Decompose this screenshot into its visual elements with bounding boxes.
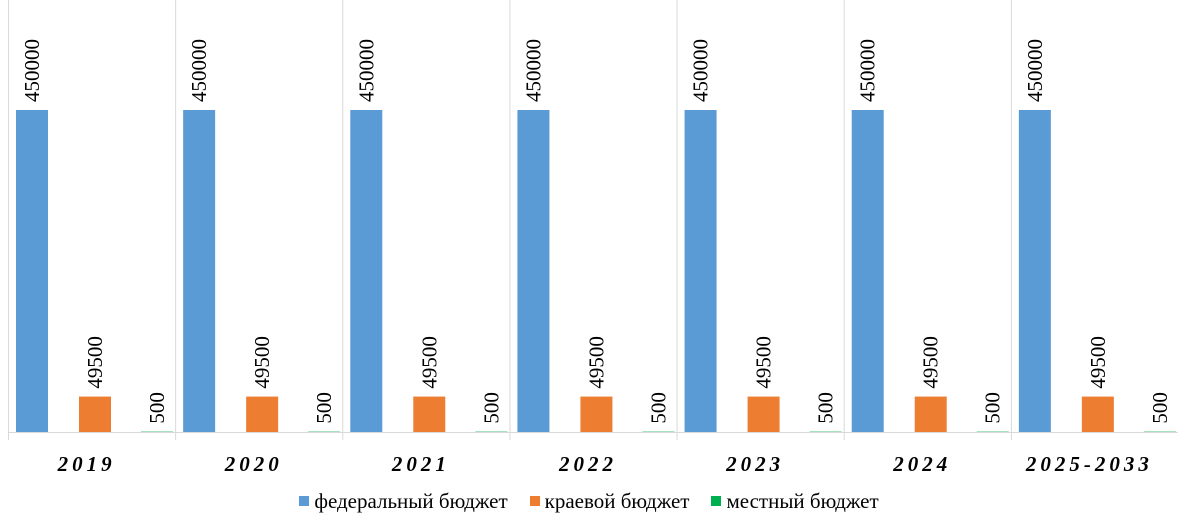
category-label: 2023 bbox=[725, 452, 784, 476]
category-label: 2025-2033 bbox=[1025, 452, 1153, 476]
data-label: 49500 bbox=[83, 336, 107, 389]
bar bbox=[16, 110, 48, 432]
data-label: 500 bbox=[1148, 392, 1172, 424]
data-label: 49500 bbox=[417, 336, 441, 389]
data-label: 49500 bbox=[250, 336, 274, 389]
bar bbox=[747, 396, 780, 432]
legend-item: краевой бюджет bbox=[529, 488, 690, 514]
bar bbox=[914, 396, 947, 432]
bar bbox=[350, 110, 383, 432]
bar bbox=[246, 396, 279, 432]
legend-label: федеральный бюджет bbox=[314, 488, 508, 513]
category-label: 2019 bbox=[57, 452, 116, 476]
bar bbox=[183, 110, 216, 432]
data-label: 500 bbox=[814, 392, 838, 424]
bar bbox=[79, 396, 111, 432]
category-label: 2020 bbox=[224, 452, 283, 476]
data-label: 500 bbox=[981, 392, 1005, 424]
data-label: 450000 bbox=[689, 39, 713, 102]
legend-swatch bbox=[529, 496, 540, 506]
legend-label: краевой бюджет bbox=[544, 488, 690, 513]
bar bbox=[1018, 110, 1051, 432]
data-label: 450000 bbox=[187, 39, 211, 102]
bar bbox=[851, 110, 884, 432]
category-label: 2024 bbox=[892, 452, 951, 476]
data-label: 500 bbox=[312, 392, 336, 424]
data-label: 450000 bbox=[20, 39, 44, 102]
bar-chart: 450000 49500 500 2019 450000 49500 500 2020 4500… bbox=[8, 0, 1178, 476]
bar bbox=[684, 110, 717, 432]
data-label: 49500 bbox=[1086, 336, 1110, 389]
data-label: 450000 bbox=[521, 39, 545, 102]
data-label: 450000 bbox=[1023, 39, 1047, 102]
data-label: 49500 bbox=[584, 336, 608, 389]
legend-item: местный бюджет bbox=[711, 488, 879, 514]
data-label: 500 bbox=[646, 392, 670, 424]
data-label: 500 bbox=[479, 392, 503, 424]
data-label: 450000 bbox=[856, 39, 880, 102]
legend: федеральный бюджет краевой бюджет местный … bbox=[0, 488, 1178, 514]
bar bbox=[1081, 396, 1114, 432]
legend-swatch bbox=[711, 496, 722, 506]
bar bbox=[413, 396, 446, 432]
legend-label: местный бюджет bbox=[726, 488, 879, 513]
bar bbox=[580, 396, 613, 432]
category-label: 2021 bbox=[391, 452, 450, 476]
data-label: 500 bbox=[145, 392, 169, 424]
data-label: 450000 bbox=[354, 39, 378, 102]
category-label: 2022 bbox=[558, 452, 617, 476]
legend-swatch bbox=[299, 496, 310, 506]
data-label: 49500 bbox=[752, 336, 776, 389]
data-label: 49500 bbox=[919, 336, 943, 389]
bar bbox=[517, 110, 550, 432]
legend-item: федеральный бюджет bbox=[299, 488, 508, 514]
